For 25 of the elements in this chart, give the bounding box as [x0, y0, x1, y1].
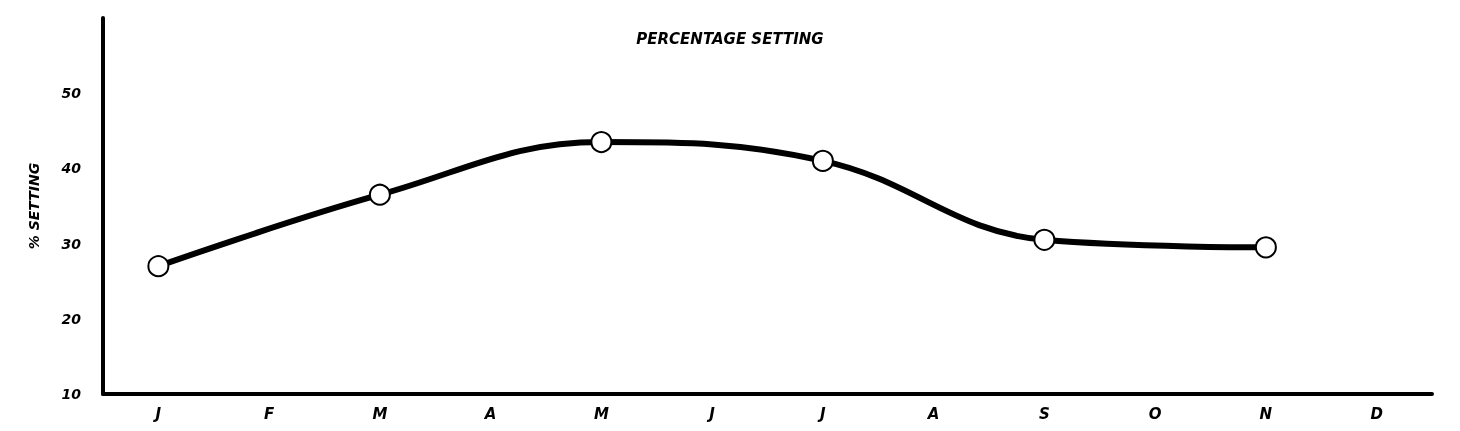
point	[811, 149, 834, 172]
x-tick-label: O	[1148, 404, 1162, 423]
x-tick-label: F	[264, 404, 275, 423]
x-tick-label: J	[152, 404, 162, 423]
point	[147, 255, 170, 278]
point	[1254, 236, 1277, 259]
text: PERCENTAGE SETTING	[636, 29, 824, 48]
y-tick-label: 50	[61, 85, 82, 102]
y-axis-title: % SETTING	[26, 162, 42, 250]
y-tick-label: 20	[61, 310, 82, 327]
point	[1033, 228, 1056, 251]
x-tick-label: M	[372, 404, 388, 423]
x-tick-label: D	[1370, 404, 1383, 423]
x-tick-label: A	[926, 404, 940, 423]
x-tick-label: M	[593, 404, 609, 423]
point	[590, 131, 613, 154]
x-tick-label: J	[706, 404, 716, 423]
y-tick-label: 30	[61, 235, 82, 252]
x-tick-label: S	[1038, 404, 1050, 423]
x-tick-label: A	[483, 404, 497, 423]
y-tick-label: 40	[60, 160, 82, 177]
x-tick-label: N	[1259, 404, 1273, 423]
point	[368, 183, 391, 206]
y-tick-label: 10	[61, 386, 82, 402]
x-tick-label: J	[817, 404, 827, 423]
